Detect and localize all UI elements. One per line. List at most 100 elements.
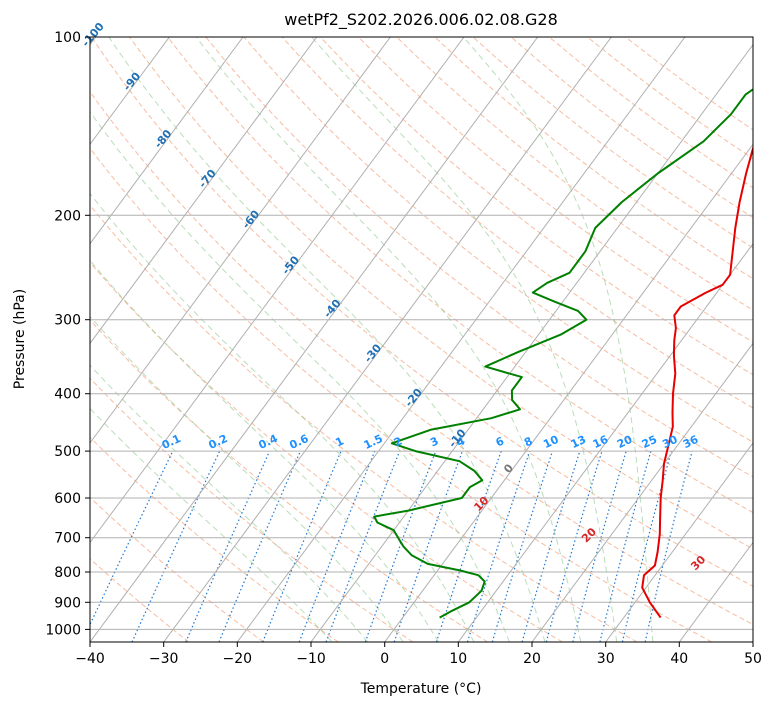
plot-frame bbox=[89, 36, 754, 643]
x-tick-label: −10 bbox=[296, 651, 326, 667]
mixing-ratio-line bbox=[262, 450, 342, 642]
y-tick-label: 300 bbox=[54, 313, 81, 329]
x-tick-label: −20 bbox=[223, 651, 253, 667]
y-tick-label: 1000 bbox=[45, 622, 81, 638]
y-tick-label: 700 bbox=[54, 531, 81, 547]
mixing-ratio-label: 0.1 bbox=[160, 432, 183, 452]
isotherm-line bbox=[90, 37, 244, 245]
mixing-ratio-label: 36 bbox=[681, 433, 701, 451]
isotherm-line bbox=[90, 37, 170, 146]
y-tick-label: 400 bbox=[54, 387, 81, 403]
dry-adiabat bbox=[90, 377, 414, 642]
mixing-ratio-label: 30 bbox=[660, 433, 680, 451]
x-tick-label: 50 bbox=[744, 651, 762, 667]
x-tick-label: 20 bbox=[523, 651, 541, 667]
isotherm-line bbox=[163, 37, 612, 642]
dry-adiabat bbox=[434, 37, 753, 280]
isotherm-line bbox=[90, 37, 539, 642]
mixing-ratio-label: 6 bbox=[494, 434, 507, 449]
y-tick-label: 800 bbox=[54, 565, 81, 581]
dry-adiabat-label: 20 bbox=[579, 525, 599, 545]
mixing-ratio-line bbox=[364, 450, 437, 642]
dry-adiabat bbox=[90, 204, 638, 642]
series-layer bbox=[373, 88, 753, 619]
chart-title: wetPf2_S202.2026.006.02.08.G28 bbox=[284, 10, 558, 30]
x-tick-label: 10 bbox=[449, 651, 467, 667]
dry-adiabat bbox=[281, 37, 753, 409]
mixing-ratio-line bbox=[90, 450, 174, 626]
isotherm-label: -70 bbox=[196, 167, 219, 191]
isotherm-label: 0 bbox=[501, 461, 516, 475]
mixing-ratio-line bbox=[521, 450, 581, 642]
mixing-ratio-line bbox=[325, 450, 401, 642]
isotherm-label: -100 bbox=[79, 20, 107, 50]
isotherm-line bbox=[90, 37, 465, 544]
dry-adiabat bbox=[548, 37, 753, 189]
dry-adiabat bbox=[90, 496, 264, 642]
mixing-ratio-line bbox=[131, 450, 221, 642]
grid bbox=[90, 37, 753, 642]
mixing-ratio-line bbox=[218, 450, 302, 642]
dry-adiabat-label: 10 bbox=[471, 494, 491, 514]
mixing-ratio-line bbox=[491, 450, 554, 642]
x-tick-label: 40 bbox=[670, 651, 688, 667]
dry-adiabat bbox=[90, 147, 712, 642]
isotherm-line bbox=[90, 37, 318, 345]
mixing-ratio-label: 1.5 bbox=[362, 432, 385, 452]
mixing-ratio-label: 1 bbox=[333, 434, 345, 449]
isotherm-line bbox=[531, 342, 753, 642]
x-tick-label: 0 bbox=[380, 651, 389, 667]
x-tick-label: −30 bbox=[149, 651, 179, 667]
isotherm-label: -80 bbox=[152, 127, 175, 151]
y-tick-label: 100 bbox=[54, 30, 81, 46]
dry-adiabat bbox=[90, 90, 753, 626]
moist-adiabat bbox=[90, 315, 404, 642]
isotherm-line bbox=[384, 143, 753, 642]
mixing-ratio-label: 0.6 bbox=[287, 432, 310, 452]
x-tick-label: −40 bbox=[75, 651, 105, 667]
mixing-ratio-line bbox=[435, 450, 502, 642]
isotherm-line bbox=[90, 37, 391, 444]
y-tick-label: 500 bbox=[54, 444, 81, 460]
dry-adiabat bbox=[396, 37, 753, 311]
moist-adiabat bbox=[90, 192, 475, 642]
dry-adiabat bbox=[167, 37, 753, 514]
dry-adiabat-label: 30 bbox=[688, 553, 708, 573]
mixing-ratio-line bbox=[572, 450, 627, 642]
moist-adiabat bbox=[90, 259, 439, 642]
dry-adiabat bbox=[90, 261, 563, 642]
temperature-line bbox=[641, 145, 753, 619]
x-axis-label: Temperature (°C) bbox=[360, 681, 482, 697]
dry-adiabat bbox=[90, 436, 339, 642]
mixing-ratio-line bbox=[466, 450, 531, 642]
mixing-ratio-label: 3 bbox=[428, 434, 440, 449]
isotherm-line bbox=[457, 242, 753, 642]
moist-adiabat bbox=[90, 364, 369, 642]
moist-adiabat bbox=[108, 37, 546, 642]
isotherm-line bbox=[605, 442, 753, 642]
mixing-ratio-line bbox=[185, 450, 271, 642]
mixing-ratio-label: 20 bbox=[615, 433, 635, 451]
y-tick-label: 200 bbox=[54, 208, 81, 224]
mixing-ratio-label: 16 bbox=[591, 433, 611, 451]
mixing-ratio-line bbox=[621, 450, 672, 642]
isotherm-label: -40 bbox=[321, 297, 344, 321]
y-tick-label: 600 bbox=[54, 491, 81, 507]
moist-adiabat bbox=[462, 37, 654, 642]
y-axis-label: Pressure (hPa) bbox=[12, 289, 28, 389]
isotherm-label: -60 bbox=[240, 207, 263, 231]
mixing-ratio-line bbox=[545, 450, 603, 642]
x-axis: −40 −30 −20 −10 0 10 20 30 40 50 bbox=[75, 642, 762, 667]
dry-adiabat bbox=[90, 319, 488, 642]
mixing-ratio-label: 10 bbox=[541, 433, 561, 451]
isotherm-line bbox=[310, 43, 753, 642]
moist-adiabat bbox=[195, 37, 582, 642]
dry-adiabat bbox=[243, 37, 753, 443]
x-tick-label: 30 bbox=[597, 651, 615, 667]
mixing-ratio-label: 0.2 bbox=[207, 432, 230, 452]
isotherm-line bbox=[752, 641, 753, 642]
mixing-ratio-label: 25 bbox=[640, 433, 659, 451]
isotherm-label: -90 bbox=[121, 70, 144, 94]
isotherm-line bbox=[678, 541, 753, 642]
dry-adiabat bbox=[472, 37, 753, 249]
